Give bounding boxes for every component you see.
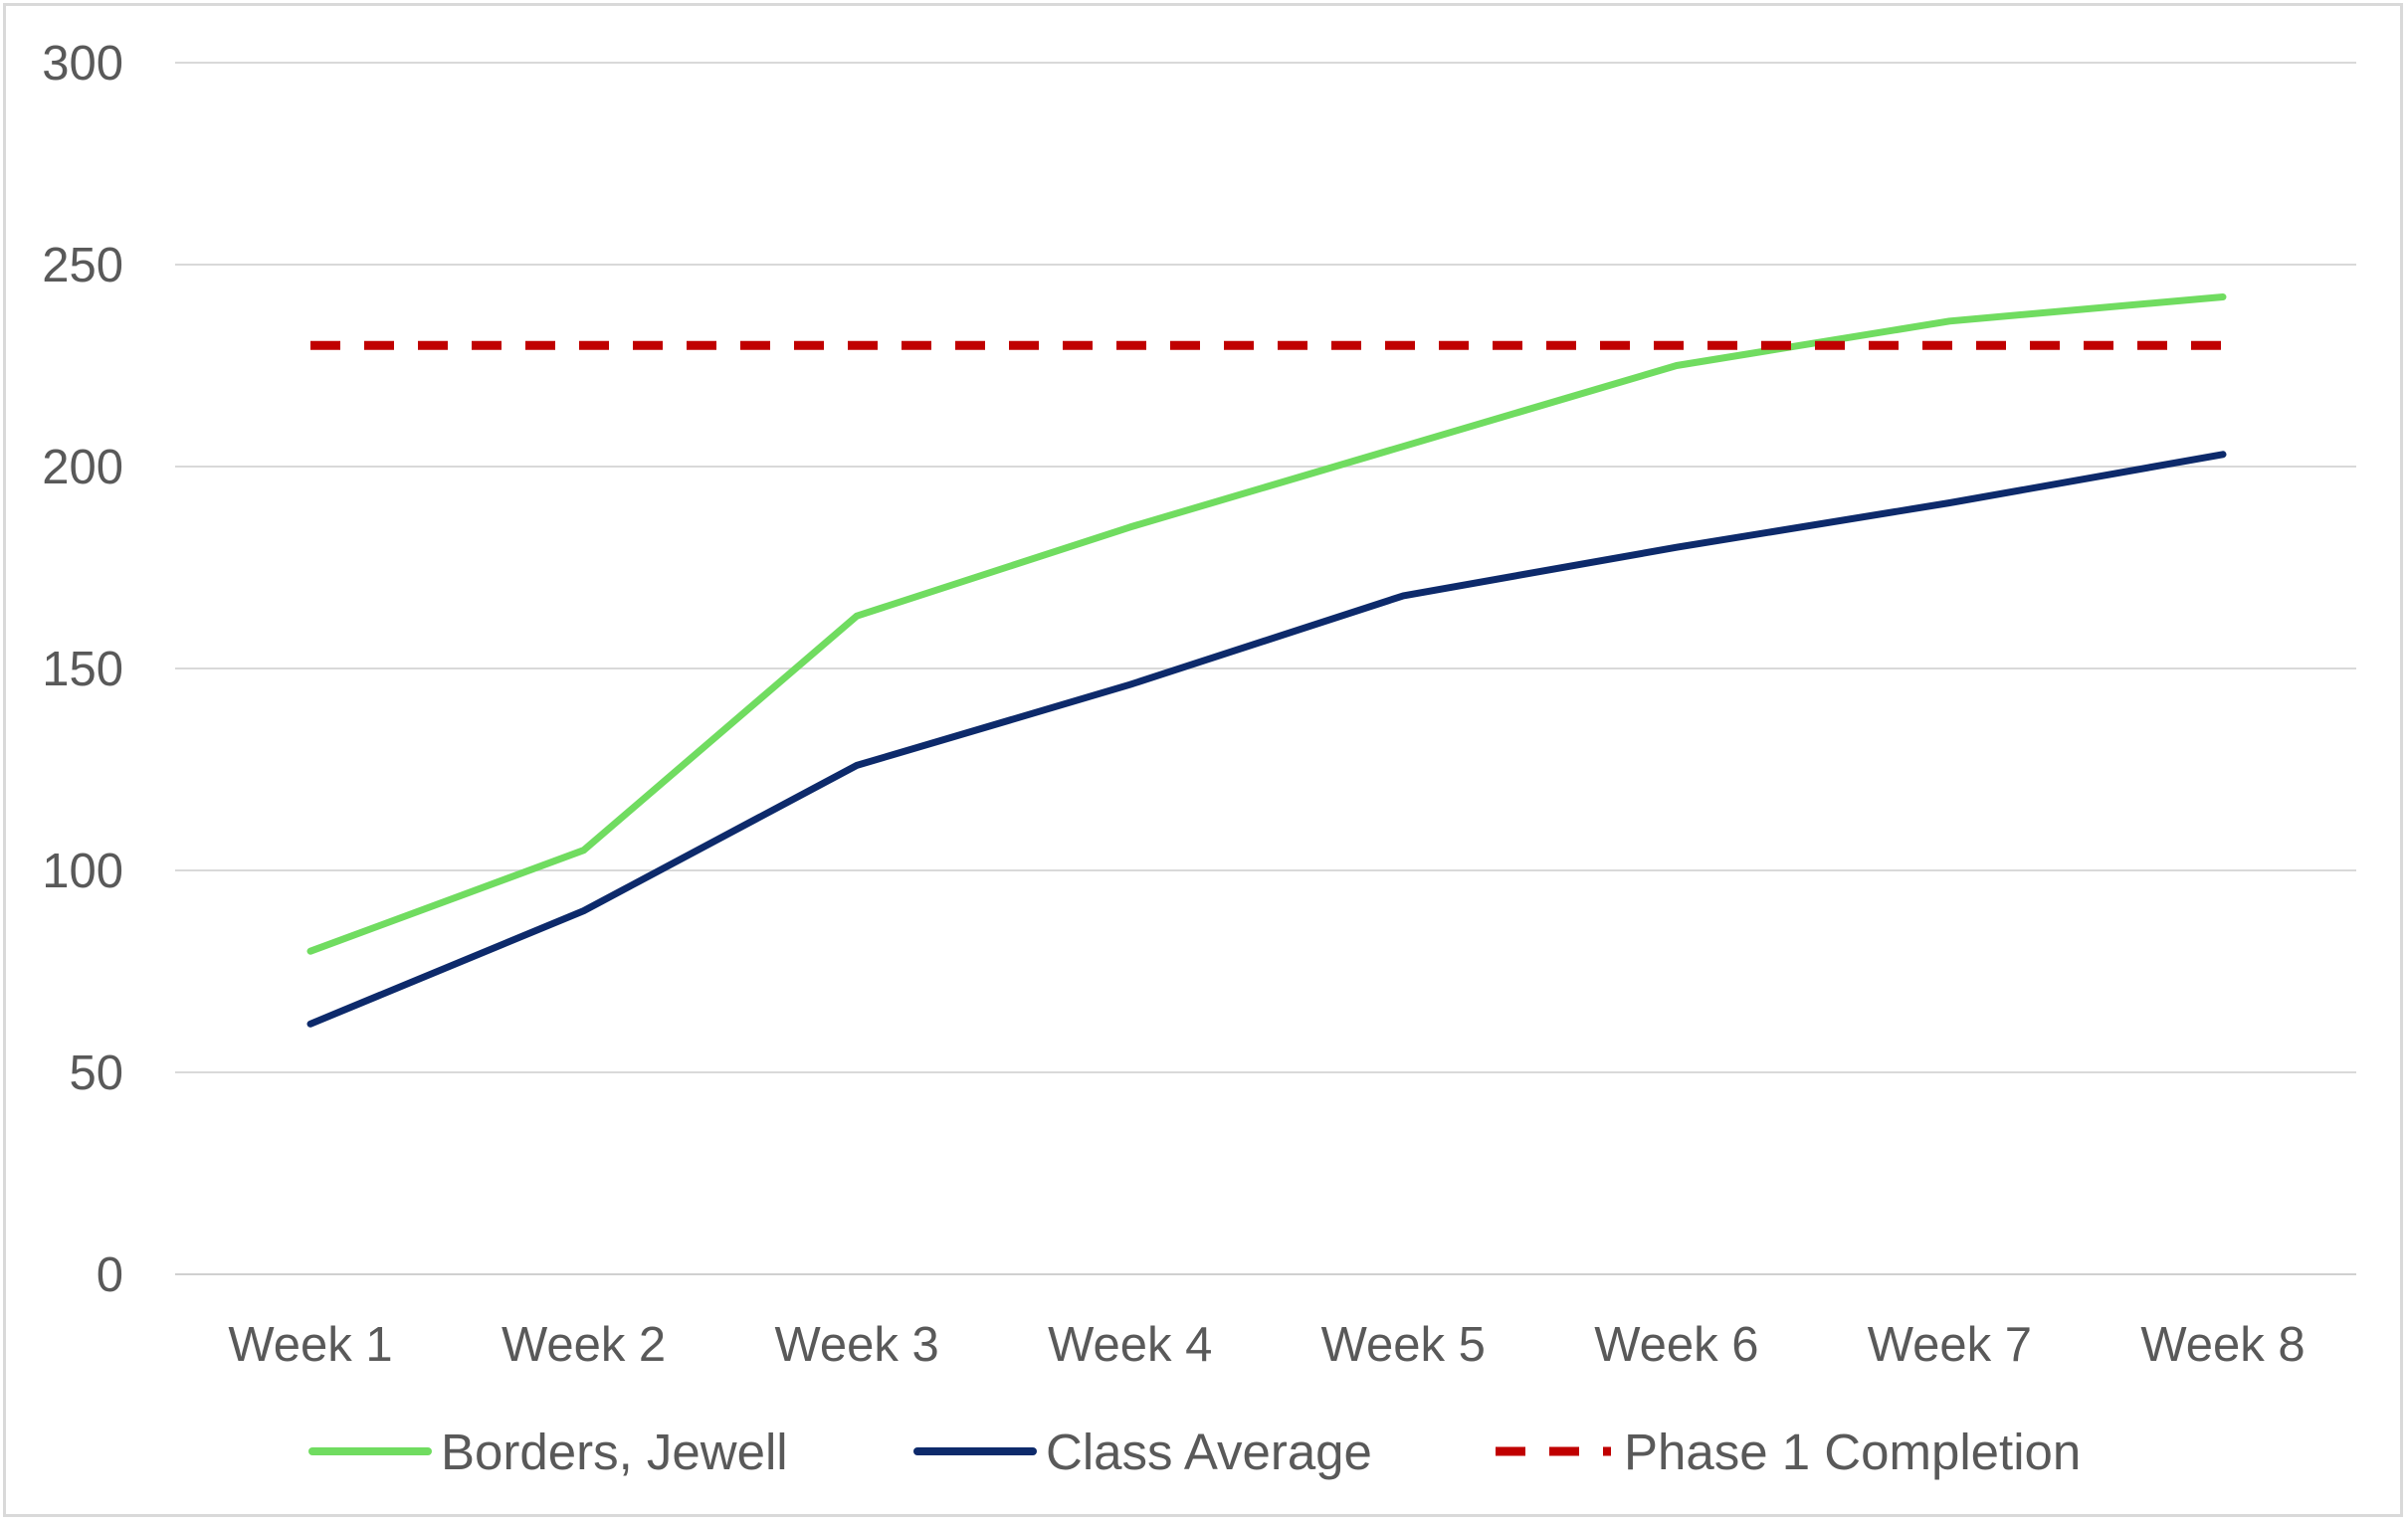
chart-frame: 0 50 100 150 200 250 300 Week 1 Week 2 Week 3 Wee… <box>3 3 2403 1517</box>
series-line-1 <box>306 451 2227 1028</box>
x-tick-label: Week 4 <box>1048 1318 1212 1372</box>
x-tick-label: Week 3 <box>775 1318 939 1372</box>
legend: Borders, Jewell Class Average Phase 1 Comp… <box>308 1424 2081 1480</box>
x-tick-label: Week 5 <box>1321 1318 1486 1372</box>
y-tick-label: 100 <box>42 845 123 898</box>
x-tick-label: Week 1 <box>228 1318 392 1372</box>
x-axis-tick-labels: Week 1 Week 2 Week 3 Week 4 Week 5 Week 6 Week… <box>228 1318 2305 1372</box>
x-tick-label: Week 7 <box>1868 1318 2032 1372</box>
y-tick-label: 0 <box>97 1248 123 1302</box>
legend-item-0: Borders, Jewell <box>308 1424 788 1480</box>
y-axis-tick-labels: 0 50 100 150 200 250 300 <box>42 37 123 1302</box>
y-tick-label: 250 <box>42 239 123 292</box>
legend-label: Borders, Jewell <box>441 1424 788 1480</box>
legend-label: Phase 1 Completion <box>1624 1424 2081 1480</box>
legend-item-1: Class Average <box>913 1424 1372 1480</box>
gridlines <box>175 62 2356 1275</box>
y-tick-label: 150 <box>42 643 123 696</box>
legend-item-2: Phase 1 Completion <box>1496 1424 2081 1480</box>
series-line-0 <box>306 293 2227 955</box>
y-tick-label: 200 <box>42 441 123 494</box>
legend-label: Class Average <box>1046 1424 1372 1480</box>
x-tick-label: Week 2 <box>502 1318 666 1372</box>
x-tick-label: Week 6 <box>1594 1318 1758 1372</box>
y-tick-label: 300 <box>42 37 123 91</box>
x-tick-label: Week 8 <box>2140 1318 2305 1372</box>
y-tick-label: 50 <box>69 1046 123 1100</box>
series-lines <box>306 293 2227 1028</box>
